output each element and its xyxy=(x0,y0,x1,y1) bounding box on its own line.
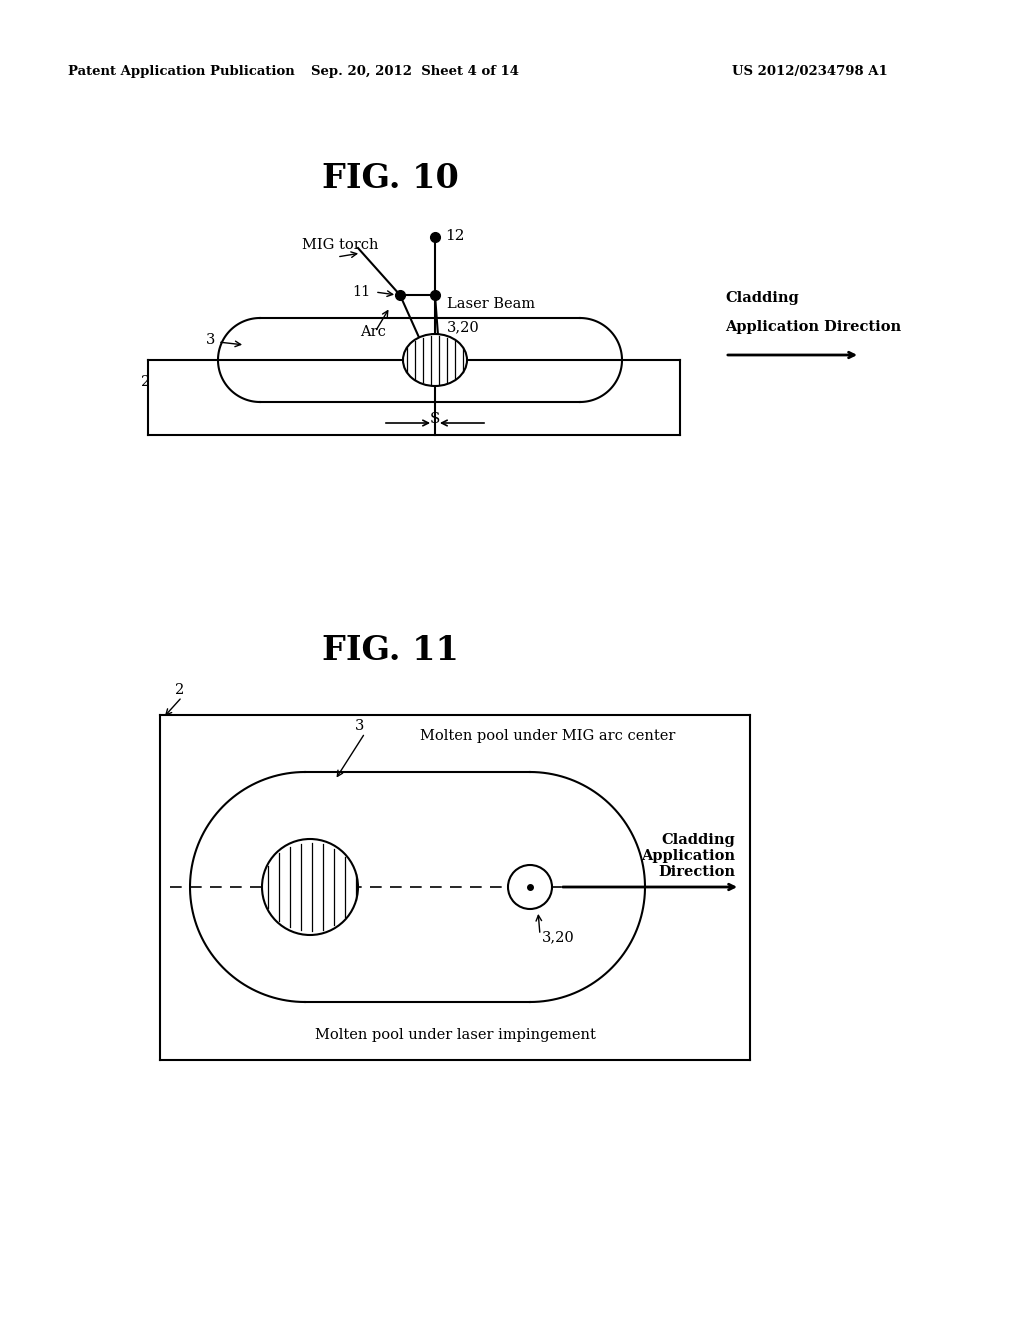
Text: FIG. 10: FIG. 10 xyxy=(322,161,459,194)
Text: Arc: Arc xyxy=(360,325,386,339)
Text: 12: 12 xyxy=(445,228,465,243)
Text: 3,20: 3,20 xyxy=(447,319,480,334)
Text: Patent Application Publication: Patent Application Publication xyxy=(68,66,295,78)
Text: 11: 11 xyxy=(352,285,370,300)
Circle shape xyxy=(508,865,552,909)
Text: 3,20: 3,20 xyxy=(542,931,574,944)
Text: Application Direction: Application Direction xyxy=(725,319,901,334)
Text: Laser Beam: Laser Beam xyxy=(447,297,536,312)
Text: Application: Application xyxy=(641,849,735,863)
Ellipse shape xyxy=(403,334,467,385)
Text: FIG. 11: FIG. 11 xyxy=(322,634,459,667)
Text: 2: 2 xyxy=(175,682,184,697)
Text: US 2012/0234798 A1: US 2012/0234798 A1 xyxy=(732,66,888,78)
Text: 3: 3 xyxy=(206,333,215,347)
Text: Molten pool under MIG arc center: Molten pool under MIG arc center xyxy=(420,729,676,743)
Text: 3: 3 xyxy=(355,719,365,733)
Text: S: S xyxy=(430,412,440,426)
Text: Cladding: Cladding xyxy=(725,290,799,305)
Text: MIG torch: MIG torch xyxy=(302,238,379,252)
Text: Molten pool under laser impingement: Molten pool under laser impingement xyxy=(314,1028,595,1041)
Text: 2: 2 xyxy=(140,375,150,389)
Text: Sep. 20, 2012  Sheet 4 of 14: Sep. 20, 2012 Sheet 4 of 14 xyxy=(311,66,519,78)
Text: Direction: Direction xyxy=(658,865,735,879)
Circle shape xyxy=(262,840,358,935)
Text: Cladding: Cladding xyxy=(662,833,735,847)
